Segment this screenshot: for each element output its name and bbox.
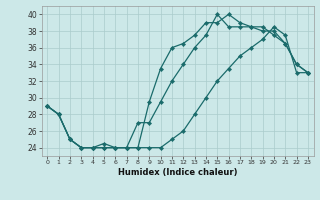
X-axis label: Humidex (Indice chaleur): Humidex (Indice chaleur): [118, 168, 237, 177]
